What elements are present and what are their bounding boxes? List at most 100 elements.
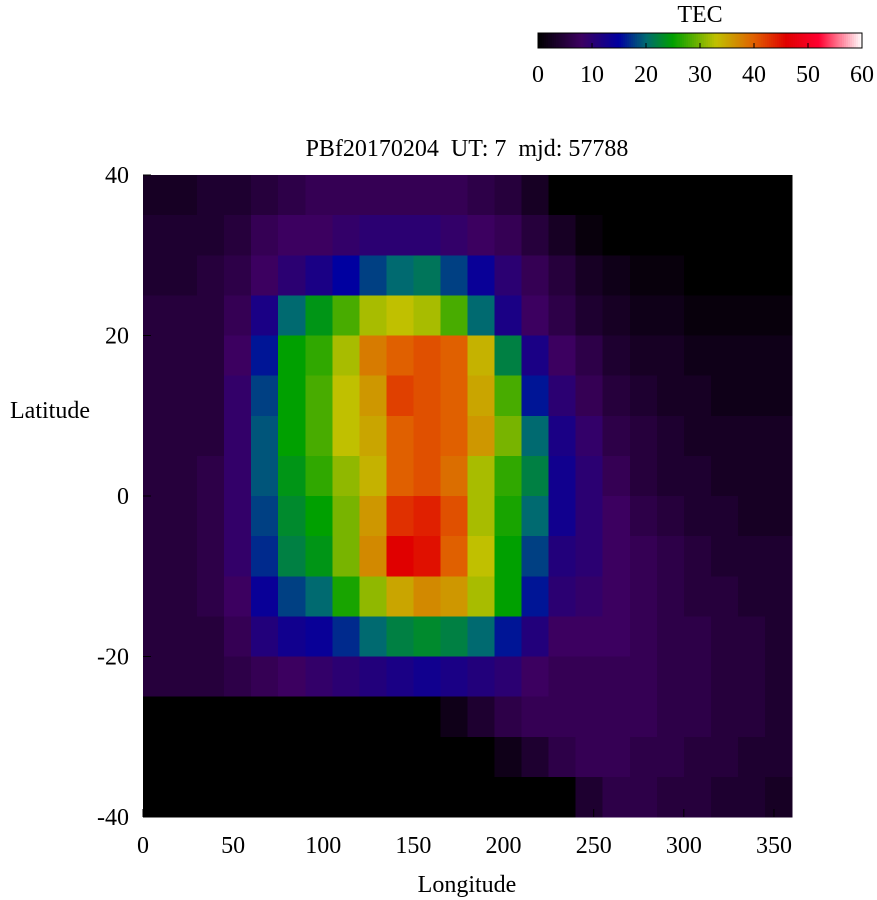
colorbar-swatch xyxy=(588,33,592,48)
colorbar-swatch xyxy=(566,33,569,48)
heatmap-cell xyxy=(494,295,523,336)
heatmap-cell xyxy=(224,736,252,778)
heatmap-cell xyxy=(629,455,658,497)
heatmap-cell xyxy=(737,536,766,577)
heatmap-cell xyxy=(359,175,387,216)
heatmap-cell xyxy=(251,696,279,738)
colorbar-swatch xyxy=(732,33,735,48)
colorbar-swatch xyxy=(712,33,715,48)
colorbar-swatch xyxy=(653,33,656,48)
heatmap-cell xyxy=(494,696,523,738)
heatmap-cell xyxy=(494,455,523,497)
heatmap-cell xyxy=(494,656,523,698)
heatmap-cell xyxy=(656,736,685,778)
colorbar-swatch xyxy=(693,33,697,48)
heatmap-cell xyxy=(710,656,739,698)
x-tick-label: 250 xyxy=(576,833,612,859)
heatmap-cell xyxy=(251,175,279,216)
colorbar-swatch xyxy=(748,33,752,48)
colorbar-swatch xyxy=(851,33,855,48)
heatmap-cell xyxy=(386,696,414,738)
heatmap-cell xyxy=(413,375,441,417)
heatmap-cell xyxy=(359,215,387,256)
heatmap-cell xyxy=(305,335,333,377)
heatmap-cell xyxy=(575,656,604,698)
heatmap-cell xyxy=(251,616,279,657)
colorbar-swatch xyxy=(625,33,628,48)
colorbar-swatch xyxy=(809,33,812,48)
heatmap-cell xyxy=(548,455,577,497)
heatmap-cell xyxy=(764,295,793,336)
heatmap-cell xyxy=(494,616,523,657)
heatmap-cell xyxy=(467,415,496,457)
colorbar-swatch xyxy=(837,33,841,48)
colorbar-swatch xyxy=(797,33,800,48)
heatmap-cell xyxy=(737,175,766,216)
colorbar-swatch xyxy=(841,33,845,48)
heatmap-cell xyxy=(575,696,604,738)
heatmap-cell xyxy=(467,215,496,256)
heatmap-cell xyxy=(764,536,793,577)
heatmap-cell xyxy=(440,576,468,617)
heatmap-cell xyxy=(494,255,523,296)
heatmap-cell xyxy=(251,656,279,698)
heatmap-cell xyxy=(683,295,712,336)
heatmap-cell xyxy=(548,375,577,417)
colorbar-swatch xyxy=(677,33,681,48)
heatmap-cell xyxy=(143,776,171,818)
heatmap-cell xyxy=(656,175,685,216)
heatmap-cell xyxy=(143,455,171,497)
heatmap-cell xyxy=(332,375,360,417)
heatmap-cell xyxy=(170,536,198,577)
heatmap-cell xyxy=(710,536,739,577)
heatmap-cell xyxy=(305,455,333,497)
heatmap-cell xyxy=(440,255,468,296)
heatmap-cell xyxy=(467,335,496,377)
heatmap-cell xyxy=(251,415,279,457)
heatmap-cell xyxy=(710,295,739,336)
heatmap-cell xyxy=(386,295,414,336)
colorbar-swatch xyxy=(627,33,630,48)
heatmap-cell xyxy=(197,455,225,497)
heatmap-cell xyxy=(143,415,171,457)
colorbar-swatch xyxy=(671,33,675,48)
heatmap-cell xyxy=(332,255,360,296)
heatmap-cell xyxy=(548,536,577,577)
heatmap-cell xyxy=(764,375,793,417)
colorbar-swatch xyxy=(829,33,833,48)
colorbar-swatch xyxy=(706,33,709,48)
heatmap-cell xyxy=(440,736,468,778)
heatmap-cell xyxy=(440,656,468,698)
colorbar-swatch xyxy=(614,33,618,48)
heatmap-cell xyxy=(197,536,225,577)
colorbar-swatch xyxy=(631,33,634,48)
heatmap-cell xyxy=(386,455,414,497)
colorbar-swatch xyxy=(807,33,810,48)
heatmap-cell xyxy=(143,656,171,698)
heatmap-cell xyxy=(197,375,225,417)
colorbar-swatch xyxy=(669,33,673,48)
heatmap-cell xyxy=(413,455,441,497)
heatmap-cell xyxy=(197,616,225,657)
colorbar-swatch xyxy=(675,33,679,48)
heatmap-cell xyxy=(197,776,225,818)
heatmap-cell xyxy=(629,295,658,336)
heatmap-cell xyxy=(305,496,333,537)
colorbar-swatch xyxy=(857,33,861,48)
heatmap-cell xyxy=(278,736,306,778)
heatmap-cell xyxy=(224,335,252,377)
colorbar-swatch xyxy=(726,33,729,48)
heatmap-cell xyxy=(548,496,577,537)
heatmap-cell xyxy=(710,175,739,216)
colorbar-swatch xyxy=(663,33,667,48)
heatmap-cell xyxy=(413,215,441,256)
y-tick-label: -40 xyxy=(97,805,129,831)
colorbar-swatch xyxy=(647,33,650,48)
heatmap-cell xyxy=(737,616,766,657)
colorbar-swatch xyxy=(843,33,847,48)
heatmap-cell xyxy=(170,175,198,216)
heatmap-cell xyxy=(467,496,496,537)
colorbar-swatch xyxy=(556,33,559,48)
heatmap-cell xyxy=(710,415,739,457)
heatmap-cell xyxy=(197,415,225,457)
